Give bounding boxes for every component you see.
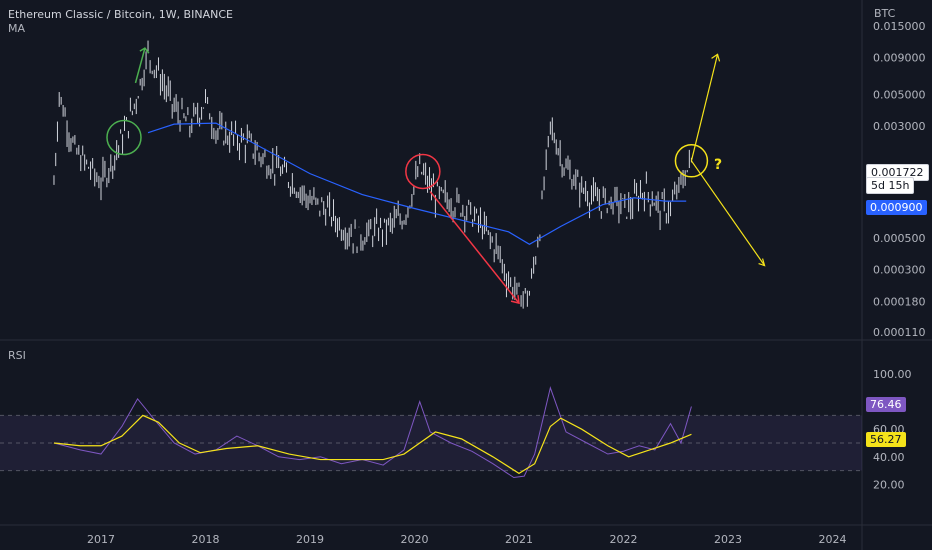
price-tick-label: 0.000180 <box>873 295 926 308</box>
time-tick-label: 2017 <box>87 533 115 546</box>
rsi-indicator-label[interactable]: RSI <box>8 349 26 362</box>
ma-line <box>147 122 687 246</box>
time-tick-label: 2024 <box>819 533 847 546</box>
yellow-up-arrow-head <box>711 53 721 62</box>
price-tick-label: 0.005000 <box>873 88 926 101</box>
price-unit-label: BTC <box>874 7 896 20</box>
price-tick-label: 0.000110 <box>873 326 926 339</box>
chart-title: Ethereum Classic / Bitcoin, 1W, BINANCE <box>8 8 233 21</box>
rsi-tick-label: 40.00 <box>873 451 905 464</box>
rsi-band <box>0 415 862 471</box>
yellow-circle-annotation <box>674 144 709 178</box>
yellow-down-arrow <box>690 160 766 266</box>
rsi-ma-line <box>53 414 692 475</box>
green-circle-annotation <box>106 119 142 156</box>
price-tick-label: 0.009000 <box>873 52 926 65</box>
rsi-value-tag: 76.46 <box>866 397 906 412</box>
red-arrow-head <box>510 295 520 305</box>
price-tick-label: 0.000500 <box>873 232 926 245</box>
time-tick-label: 2023 <box>714 533 742 546</box>
rsi-line <box>53 386 692 479</box>
green-arrow-head <box>139 47 150 54</box>
red-arrow <box>429 191 520 304</box>
time-tick-label: 2020 <box>401 533 429 546</box>
red-circle-annotation <box>405 153 441 190</box>
question-annotation: ? <box>714 157 723 173</box>
time-tick-label: 2021 <box>505 533 533 546</box>
price-tick-label: 0.000300 <box>873 264 926 277</box>
green-arrow <box>134 47 146 84</box>
ma-indicator-label[interactable]: MA <box>8 22 26 35</box>
price-candles <box>53 40 692 309</box>
time-tick-label: 2019 <box>296 533 324 546</box>
rsi-ma-value-tag: 56.27 <box>866 432 906 447</box>
countdown-tag: 5d 15h <box>866 177 915 194</box>
rsi-tick-label: 20.00 <box>873 478 905 491</box>
time-tick-label: 2018 <box>192 533 220 546</box>
time-tick-label: 2022 <box>610 533 638 546</box>
price-tick-label: 0.003000 <box>873 120 926 133</box>
rsi-tick-label: 100.00 <box>873 368 912 381</box>
yellow-up-arrow <box>690 54 719 161</box>
ma-value-tag: 0.000900 <box>866 200 927 215</box>
price-tick-label: 0.015000 <box>873 20 926 33</box>
yellow-down-arrow-head <box>758 258 766 267</box>
